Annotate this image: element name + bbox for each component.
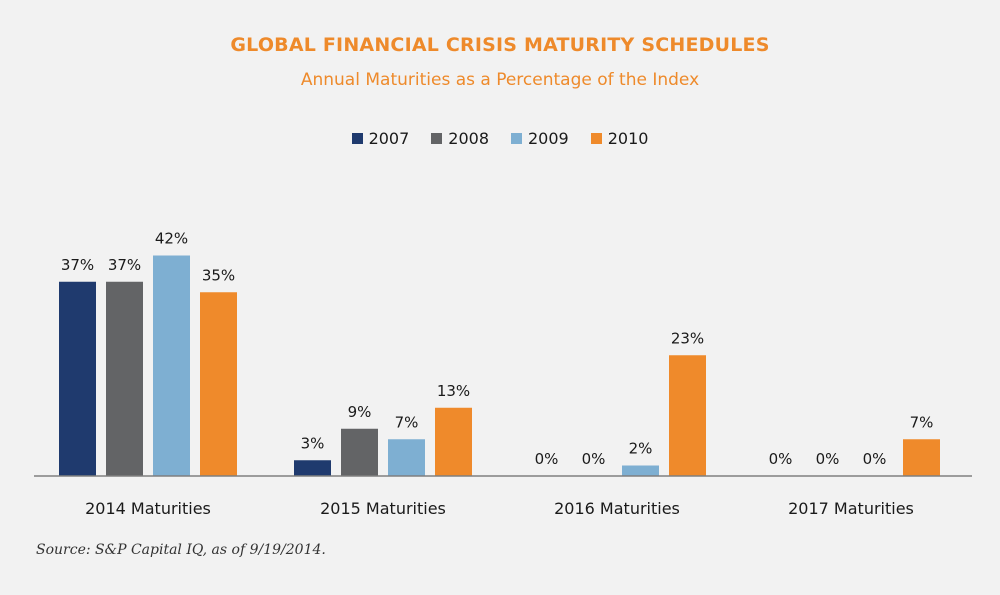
x-tick-label: 2016 Maturities <box>554 499 680 518</box>
data-label-2015-2009: 7% <box>395 413 419 431</box>
x-tick-label: 2014 Maturities <box>85 499 211 518</box>
legend-label-2007: 2007 <box>368 129 410 148</box>
legend-item-2008: 2008 <box>431 129 489 148</box>
data-label-2014-2008: 37% <box>108 256 141 274</box>
legend-label-2008: 2008 <box>448 129 489 148</box>
data-label-2015-2008: 9% <box>348 403 372 421</box>
data-label-2014-2007: 37% <box>61 256 94 274</box>
data-label-2016-2007: 0% <box>535 450 559 468</box>
legend-item-2010: 2010 <box>590 129 649 148</box>
legend-item-2009: 2009 <box>511 129 569 148</box>
data-label-2016-2010: 23% <box>671 329 704 347</box>
data-label-2015-2010: 13% <box>437 382 470 400</box>
legend-item-2007: 2007 <box>351 129 410 148</box>
chart-subtitle: Annual Maturities as a Percentage of the… <box>300 70 700 90</box>
bar-2014-2010 <box>200 292 237 476</box>
legend-swatch-2009 <box>511 133 522 144</box>
data-label-2017-2009: 0% <box>863 450 887 468</box>
bar-2014-2009 <box>153 255 190 476</box>
bar-2015-2009 <box>388 439 425 476</box>
bar-2015-2010 <box>435 407 472 476</box>
bar-2017-2010 <box>903 439 940 476</box>
bar-2014-2007 <box>59 281 96 476</box>
bar-2015-2008 <box>341 428 378 476</box>
legend-swatch-2007 <box>351 133 363 144</box>
bar-2016-2009 <box>622 465 659 476</box>
legend: 2007 2008 2009 2010 <box>0 129 1000 148</box>
data-label-2015-2007: 3% <box>301 434 325 452</box>
legend-swatch-2010 <box>590 133 602 144</box>
bar-2015-2007 <box>294 460 331 476</box>
data-label-2017-2010: 7% <box>910 413 934 431</box>
x-tick-label: 2017 Maturities <box>788 499 914 518</box>
bar-2016-2010 <box>669 355 706 476</box>
data-label-2014-2009: 42% <box>155 230 188 248</box>
chart-title: GLOBAL FINANCIAL CRISIS MATURITY SCHEDUL… <box>230 34 770 56</box>
data-label-2017-2007: 0% <box>769 450 793 468</box>
data-label-2016-2008: 0% <box>582 450 606 468</box>
data-label-2017-2008: 0% <box>816 450 840 468</box>
legend-swatch-2008 <box>431 133 443 144</box>
legend-label-2010: 2010 <box>607 129 649 148</box>
legend-label-2009: 2009 <box>528 129 569 148</box>
bar-2014-2008 <box>106 281 143 476</box>
x-tick-label: 2015 Maturities <box>320 499 446 518</box>
source-note: Source: S&P Capital IQ, as of 9/19/2014. <box>36 542 326 558</box>
data-label-2016-2009: 2% <box>629 440 653 458</box>
data-label-2014-2010: 35% <box>202 266 235 284</box>
